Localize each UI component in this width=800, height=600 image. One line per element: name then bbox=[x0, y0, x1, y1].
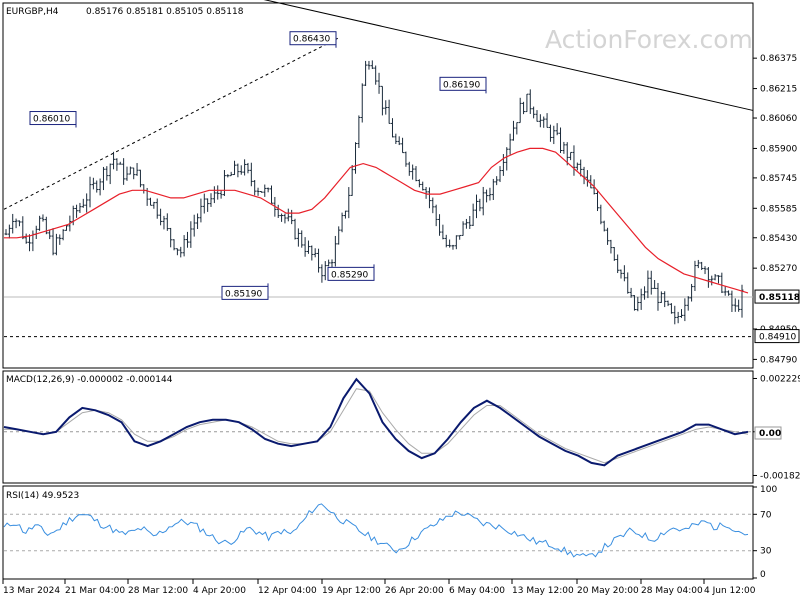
support-tag: 0.84910 bbox=[754, 329, 800, 344]
time-tick-label: 13 Mar 2024 bbox=[3, 586, 60, 596]
macd-line bbox=[3, 377, 749, 467]
macd-tick-label: 0.002229 bbox=[760, 374, 800, 384]
current-price-tag-box bbox=[754, 289, 800, 304]
rsi-tick-label: 30 bbox=[760, 547, 772, 557]
watermark: ActionForex.com bbox=[545, 25, 753, 54]
dashed-trendline bbox=[3, 37, 339, 210]
price-tick-label: 0.85270 bbox=[760, 264, 797, 274]
rsi-tick-label: 0 bbox=[760, 570, 766, 580]
symbol-label: EURGBP,H4 bbox=[6, 7, 59, 17]
callout-label: 0.86190 bbox=[443, 80, 480, 90]
macd-signal-line bbox=[4, 388, 749, 464]
current-price-tag: 0.85118 bbox=[754, 289, 800, 304]
rsi-line bbox=[3, 503, 749, 558]
rsi-panel: RSI(14) 49.9523 100 70 30 0 bbox=[3, 485, 777, 580]
price-panel: EURGBP,H4 0.85176 0.85181 0.85105 0.8511… bbox=[3, 0, 800, 365]
time-tick-label: 13 May 12:00 bbox=[512, 586, 574, 596]
callout-label: 0.85290 bbox=[331, 270, 368, 280]
resistance-trendline bbox=[263, 0, 754, 111]
time-axis: 13 Mar 2024 21 Mar 04:00 28 Mar 12:00 4 Apr… bbox=[2, 579, 756, 596]
rsi-levels bbox=[4, 513, 753, 552]
callout-label: 0.86430 bbox=[293, 35, 330, 45]
price-candles bbox=[4, 60, 744, 325]
macd-panel: MACD(12,26,9) -0.000002 -0.000144 0.0022… bbox=[3, 374, 800, 481]
price-axis: 0.86375 0.86215 0.86060 0.85900 0.85745 0.855… bbox=[753, 54, 797, 365]
price-panel-frame bbox=[2, 2, 754, 369]
macd-zero-tag: 0.00 bbox=[754, 426, 782, 440]
price-tick-label: 0.85900 bbox=[760, 144, 797, 154]
rsi-axis: 100 70 30 0 bbox=[753, 485, 777, 580]
price-tick-label: 0.86060 bbox=[760, 114, 797, 124]
price-tick-label: 0.84790 bbox=[760, 355, 797, 365]
time-tick-label: 4 Apr 20:00 bbox=[193, 586, 246, 596]
time-tick-label: 6 May 04:00 bbox=[449, 586, 505, 596]
current-price-value: 0.85118 bbox=[759, 293, 800, 303]
rsi-tick-label: 100 bbox=[760, 485, 777, 495]
price-callouts: 0.86430 0.86190 0.86010 0.85290 0.85190 bbox=[29, 31, 487, 300]
support-value: 0.84910 bbox=[759, 333, 796, 343]
rsi-tick-label: 70 bbox=[760, 510, 772, 520]
macd-panel-frame bbox=[2, 370, 754, 484]
macd-tick-label: -0.001827 bbox=[760, 471, 800, 481]
rsi-panel-frame bbox=[2, 485, 754, 580]
time-tick-label: 20 May 20:00 bbox=[577, 586, 639, 596]
moving-average-line bbox=[4, 147, 749, 294]
time-tick-label: 12 Apr 04:00 bbox=[258, 586, 317, 596]
support-tag-box bbox=[754, 329, 800, 344]
time-tick-label: 28 Mar 12:00 bbox=[128, 586, 188, 596]
callout-label: 0.86010 bbox=[33, 115, 70, 125]
time-tick-label: 21 Mar 04:00 bbox=[65, 586, 125, 596]
panel-frames bbox=[2, 2, 754, 580]
callout-label: 0.85190 bbox=[225, 289, 262, 299]
price-tick-label: 0.86375 bbox=[760, 54, 797, 64]
time-tick-label: 28 May 04:00 bbox=[641, 586, 703, 596]
price-tick-label: 0.85745 bbox=[760, 174, 797, 184]
time-tick-label: 26 Apr 20:00 bbox=[385, 586, 444, 596]
time-tick-label: 4 Jun 12:00 bbox=[704, 586, 756, 596]
macd-title: MACD(12,26,9) -0.000002 -0.000144 bbox=[6, 375, 173, 385]
macd-zero-tag-box bbox=[754, 426, 782, 440]
rsi-title: RSI(14) 49.9523 bbox=[6, 491, 79, 501]
ohlc-label: 0.85176 0.85181 0.85105 0.85118 bbox=[86, 7, 244, 17]
price-tick-label: 0.85430 bbox=[760, 234, 797, 244]
macd-zero-value: 0.00 bbox=[759, 429, 781, 439]
price-tick-label: 0.86215 bbox=[760, 85, 797, 95]
time-tick-label: 19 Apr 12:00 bbox=[322, 586, 381, 596]
price-tick-label: 0.85585 bbox=[760, 204, 797, 214]
